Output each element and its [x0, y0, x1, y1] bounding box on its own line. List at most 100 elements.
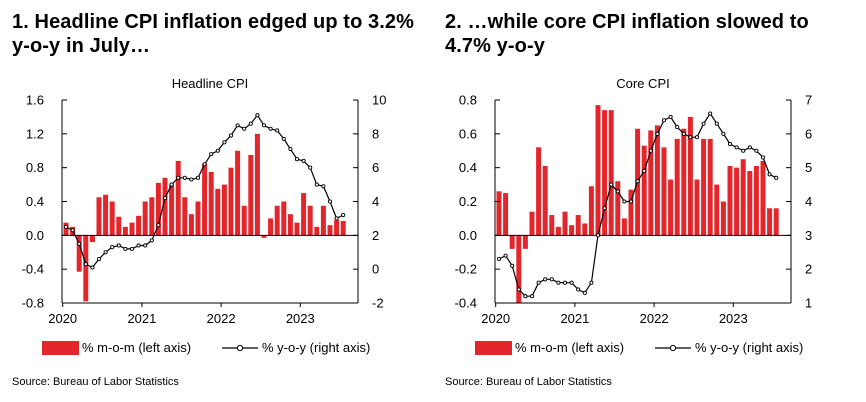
yoy-point	[129, 246, 135, 251]
yoy-point	[182, 175, 187, 180]
mom-bar	[714, 184, 720, 236]
mom-bar	[503, 193, 509, 236]
mom-bar	[301, 193, 307, 236]
right-axis-tick-label: 2	[805, 262, 812, 277]
left-axis-tick-label: -0.2	[455, 262, 477, 277]
yoy-point	[83, 262, 88, 267]
mom-bar	[661, 147, 667, 236]
left-axis-tick-label: 0.2	[459, 194, 477, 209]
source-note: Source: Bureau of Labor Statistics	[12, 376, 179, 388]
mom-bar	[294, 222, 300, 236]
left-axis-tick-label: 0.4	[459, 160, 477, 175]
mom-bar	[261, 235, 267, 238]
yoy-point	[767, 172, 772, 177]
yoy-point	[90, 265, 95, 270]
yoy-point	[162, 196, 168, 201]
mom-bar	[149, 197, 155, 236]
mom-bar	[281, 201, 287, 236]
yoy-point	[169, 182, 174, 187]
mom-bar	[555, 226, 561, 236]
left-axis-tick-label: 0.0	[459, 228, 477, 243]
yoy-point	[222, 140, 227, 145]
yoy-point	[248, 121, 253, 126]
core-cpi-chart: Core CPI 0.8 0.6 0.4 0.2 0.0 -0.2 -0.4 7 6 5 4 3 2 1 20…	[455, 76, 812, 355]
panel-title: 1. Headline CPI inflation edged up to 3.…	[12, 11, 415, 57]
yoy-point	[754, 148, 759, 153]
mom-bar	[608, 110, 614, 236]
yoy-point	[215, 148, 220, 153]
mom-bar	[182, 197, 188, 236]
legend-bar-swatch	[42, 341, 79, 355]
mom-bar	[83, 235, 89, 302]
left-axis-tick-label: -0.4	[455, 296, 477, 311]
mom-bar	[235, 150, 241, 236]
mom-bar	[740, 159, 746, 236]
yoy-point	[747, 145, 752, 150]
x-axis-tick-label: 2020	[48, 311, 77, 326]
right-axis-tick-label: 10	[372, 93, 386, 108]
yoy-point	[529, 294, 535, 299]
yoy-point	[694, 135, 700, 140]
left-axis-tick-label: 0.6	[459, 126, 477, 141]
yoy-point	[496, 256, 502, 262]
mom-bar	[734, 167, 740, 236]
mom-bar	[63, 222, 69, 236]
yoy-point	[622, 199, 627, 204]
yoy-point	[77, 241, 82, 246]
x-axis-tick-label: 2021	[560, 311, 589, 326]
yoy-point	[516, 287, 521, 292]
mom-bar	[136, 215, 142, 236]
mom-bar	[274, 205, 280, 236]
yoy-point	[116, 243, 121, 248]
mom-bar	[701, 138, 707, 236]
right-axis-tick-label: 8	[372, 126, 379, 141]
mom-bar	[575, 215, 581, 236]
yoy-point	[681, 131, 686, 136]
yoy-point	[714, 121, 719, 126]
yoy-point	[582, 290, 587, 295]
right-axis-tick-label: 1	[805, 296, 812, 311]
chart-title: Headline CPI	[172, 76, 249, 91]
yoy-point	[195, 175, 201, 180]
yoy-point	[149, 238, 154, 243]
mom-bar	[562, 211, 568, 236]
yoy-point	[294, 157, 300, 162]
mom-bar	[188, 214, 194, 236]
mom-bar	[621, 218, 627, 236]
mom-bar	[747, 171, 753, 236]
mom-bar	[248, 154, 254, 236]
mom-bar	[109, 201, 115, 236]
yoy-point	[562, 280, 568, 285]
mom-bar	[773, 208, 779, 236]
mom-bar	[334, 220, 340, 236]
mom-bar	[155, 182, 161, 236]
yoy-point	[549, 277, 554, 282]
chart-panel-core: 2. …while core CPI inflation slowed to 4…	[433, 0, 866, 402]
yoy-point	[110, 245, 115, 250]
left-axis-tick-label: 0.4	[26, 194, 44, 209]
yoy-point	[708, 111, 713, 116]
right-axis-tick-label: 2	[372, 228, 379, 243]
mom-bar	[687, 116, 693, 236]
mom-bar	[654, 125, 660, 236]
mom-bar	[536, 147, 542, 236]
yoy-point	[602, 206, 607, 211]
yoy-point	[760, 155, 766, 160]
yoy-point	[523, 294, 528, 299]
right-axis-tick-label: 5	[805, 160, 812, 175]
mom-bar	[529, 211, 535, 236]
mom-bar	[588, 186, 594, 236]
mom-bar	[76, 235, 82, 272]
right-axis-tick-label: 6	[372, 160, 379, 175]
legend-line-label: % y-o-y (right axis)	[695, 340, 803, 355]
mom-bar	[707, 138, 713, 236]
left-axis-tick-label: 0.0	[26, 228, 44, 243]
yoy-point	[615, 189, 620, 194]
yoy-point	[268, 126, 273, 131]
yoy-point	[576, 287, 581, 292]
source-note: Source: Bureau of Labor Statistics	[445, 376, 612, 388]
yoy-point	[334, 216, 339, 221]
mom-bar	[569, 225, 575, 236]
mom-bar	[241, 205, 247, 236]
yoy-point	[63, 224, 69, 229]
